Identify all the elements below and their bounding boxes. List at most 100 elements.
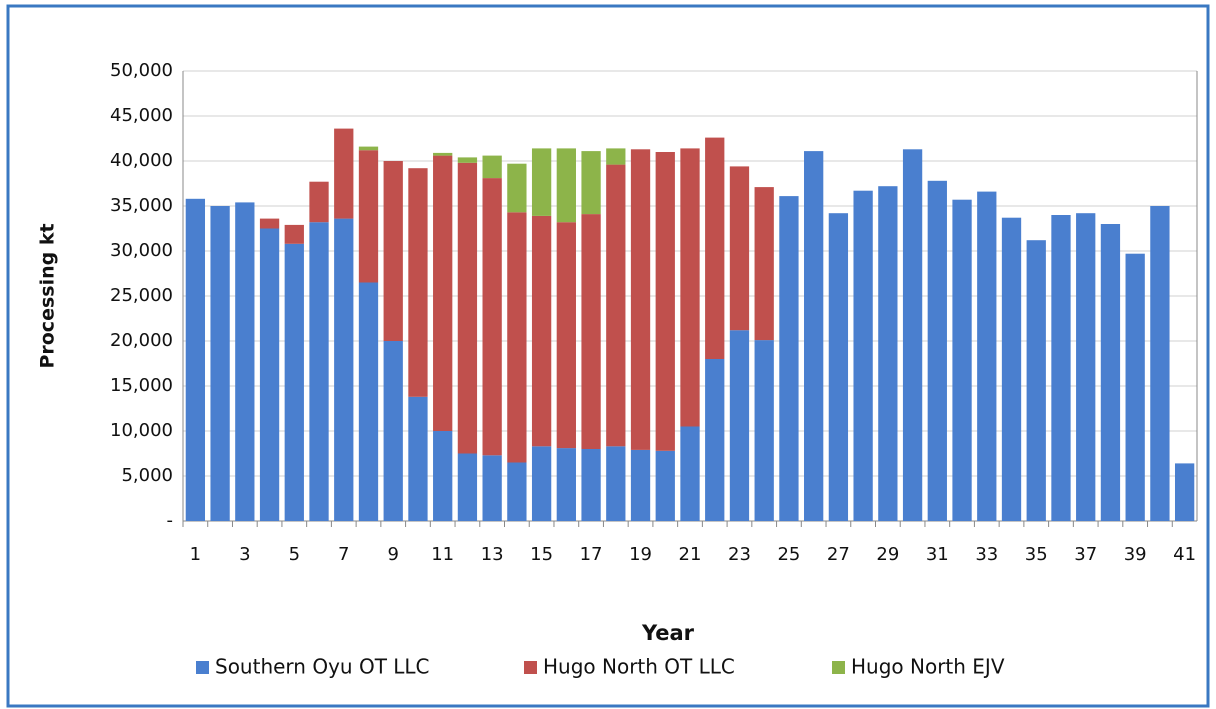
bar-segment — [408, 168, 428, 397]
bar-segment — [977, 191, 997, 521]
bar-segment — [507, 163, 527, 213]
x-tick-label: 29 — [876, 544, 899, 565]
bar-segment — [952, 199, 972, 521]
bar-segment — [309, 181, 329, 223]
bar-segment — [358, 146, 379, 151]
bar-segment — [531, 446, 552, 521]
bar-segment — [1174, 463, 1195, 521]
bar-segment — [1125, 253, 1145, 521]
bar-segment — [433, 155, 453, 431]
bar-segment — [482, 178, 502, 456]
bar-segment — [284, 224, 304, 244]
bar-segment — [383, 341, 403, 521]
legend-label: Southern Oyu OT LLC — [215, 655, 430, 679]
x-tick-label: 35 — [1025, 544, 1048, 565]
x-tick-label: 7 — [338, 544, 349, 565]
bar-segment — [185, 198, 206, 522]
bar-segment — [1100, 224, 1121, 521]
y-tick-label: 50,000 — [110, 60, 173, 81]
bar-segment — [334, 128, 354, 219]
bar-segment — [1001, 217, 1022, 521]
legend-swatch — [832, 661, 845, 674]
bar-segment — [531, 148, 552, 216]
bar-segment — [1150, 206, 1170, 521]
bar-segment — [927, 180, 947, 522]
bar-segment — [581, 214, 601, 449]
bar-segment — [705, 137, 725, 359]
bar-segment — [581, 151, 601, 215]
bar-segment — [433, 152, 453, 156]
bar-segment — [210, 206, 230, 521]
bar-segment — [556, 148, 576, 223]
bar-segment — [606, 446, 626, 521]
bar-segment — [705, 359, 725, 521]
x-tick-label: 39 — [1124, 544, 1147, 565]
bar-segment — [482, 455, 502, 521]
x-tick-label: 5 — [289, 544, 300, 565]
bar-segment — [1026, 240, 1046, 521]
bar-segment — [828, 213, 849, 521]
bar-segment — [383, 161, 403, 341]
legend-label: Hugo North OT LLC — [543, 655, 735, 679]
bar-segment — [259, 228, 280, 521]
bar-segment — [358, 150, 379, 283]
bar-segment — [531, 215, 552, 447]
x-tick-label: 25 — [777, 544, 800, 565]
x-axis-label: Year — [641, 621, 695, 645]
bar-segment — [606, 148, 626, 165]
bar-segment — [804, 151, 824, 521]
y-tick-label: 20,000 — [110, 330, 173, 351]
y-tick-label: 25,000 — [110, 285, 173, 306]
bar-segment — [433, 431, 453, 521]
bar-segment — [556, 222, 576, 449]
bar-segment — [507, 212, 527, 463]
bar-segment — [729, 330, 750, 521]
bar-segment — [655, 450, 675, 521]
bar-segment — [482, 155, 502, 179]
bar-segment — [457, 157, 478, 163]
x-tick-label: 19 — [629, 544, 652, 565]
legend-label: Hugo North EJV — [851, 655, 1005, 679]
x-tick-label: 23 — [728, 544, 751, 565]
bar-segment — [259, 218, 280, 229]
y-tick-label: 15,000 — [110, 375, 173, 396]
bar-segment — [507, 462, 527, 521]
x-tick-label: 1 — [190, 544, 201, 565]
x-tick-label: 27 — [827, 544, 850, 565]
x-tick-label: 21 — [679, 544, 702, 565]
bar-segment — [655, 152, 675, 451]
x-tick-label: 41 — [1173, 544, 1196, 565]
bar-segment — [408, 396, 428, 521]
bar-segment — [334, 218, 354, 521]
bar-segment — [853, 190, 873, 521]
bar-segment — [235, 202, 255, 521]
x-tick-label: 9 — [387, 544, 398, 565]
y-tick-label: 5,000 — [121, 465, 173, 486]
bar-segment — [556, 448, 576, 521]
bar-segment — [358, 282, 379, 521]
bar-segment — [878, 186, 898, 521]
x-tick-label: 13 — [481, 544, 504, 565]
bar-segment — [606, 164, 626, 447]
y-tick-label: 40,000 — [110, 150, 173, 171]
bar-segment — [630, 449, 651, 521]
y-tick-label: 35,000 — [110, 195, 173, 216]
y-tick-label: 10,000 — [110, 420, 173, 441]
bar-segment — [1076, 213, 1096, 521]
y-axis-label: Processing kt — [37, 223, 59, 368]
bar-segment — [581, 449, 601, 521]
bar-segment — [680, 148, 700, 427]
bar-segment — [729, 166, 750, 331]
bar-segment — [630, 149, 651, 450]
x-tick-label: 37 — [1074, 544, 1097, 565]
bar-segment — [309, 222, 329, 521]
y-tick-label: - — [167, 510, 174, 531]
x-tick-label: 17 — [580, 544, 603, 565]
bar-segment — [1051, 215, 1071, 521]
bar-segment — [457, 162, 478, 454]
bar-segment — [779, 196, 799, 521]
bar-segment — [754, 187, 774, 341]
bar-segment — [754, 340, 774, 521]
legend-swatch — [524, 661, 537, 674]
